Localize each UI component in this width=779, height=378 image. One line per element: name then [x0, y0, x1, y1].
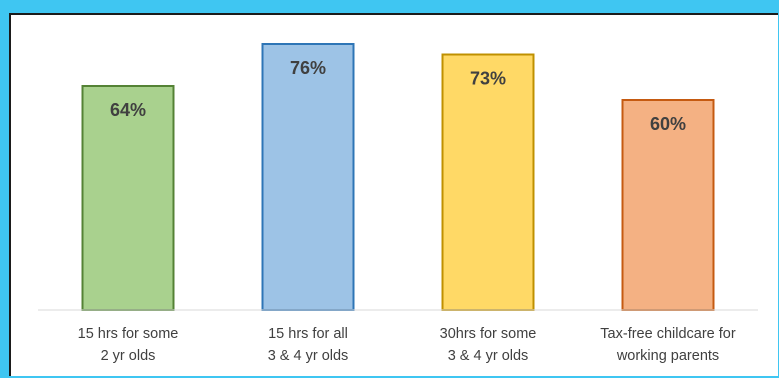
- data-label-4: 60%: [650, 114, 686, 134]
- x-tick-label-3-line-1: 30hrs for some: [440, 326, 537, 342]
- x-tick-label-1-line-1: 15 hrs for some: [78, 326, 179, 342]
- data-label-2: 76%: [290, 58, 326, 78]
- bar-2: [261, 43, 355, 311]
- x-tick-label-2-line-2: 3 & 4 yr olds: [268, 348, 349, 364]
- bar-3: [441, 53, 535, 311]
- data-label-1: 64%: [110, 100, 146, 120]
- x-tick-label-2-line-1: 15 hrs for all: [268, 326, 348, 342]
- chart-panel: 64% 15 hrs for some 2 yr olds 76% 15 hrs for…: [9, 13, 778, 376]
- data-label-3: 73%: [470, 69, 506, 89]
- bar-1: [81, 85, 175, 311]
- x-tick-label-4-line-2: working parents: [616, 348, 719, 364]
- bar-4: [621, 99, 715, 311]
- x-tick-label-4-line-1: Tax-free childcare for: [600, 326, 736, 342]
- x-tick-label-1-line-2: 2 yr olds: [101, 348, 156, 364]
- x-tick-label-3-line-2: 3 & 4 yr olds: [448, 348, 529, 364]
- bar-chart: 64% 15 hrs for some 2 yr olds 76% 15 hrs for…: [38, 43, 758, 364]
